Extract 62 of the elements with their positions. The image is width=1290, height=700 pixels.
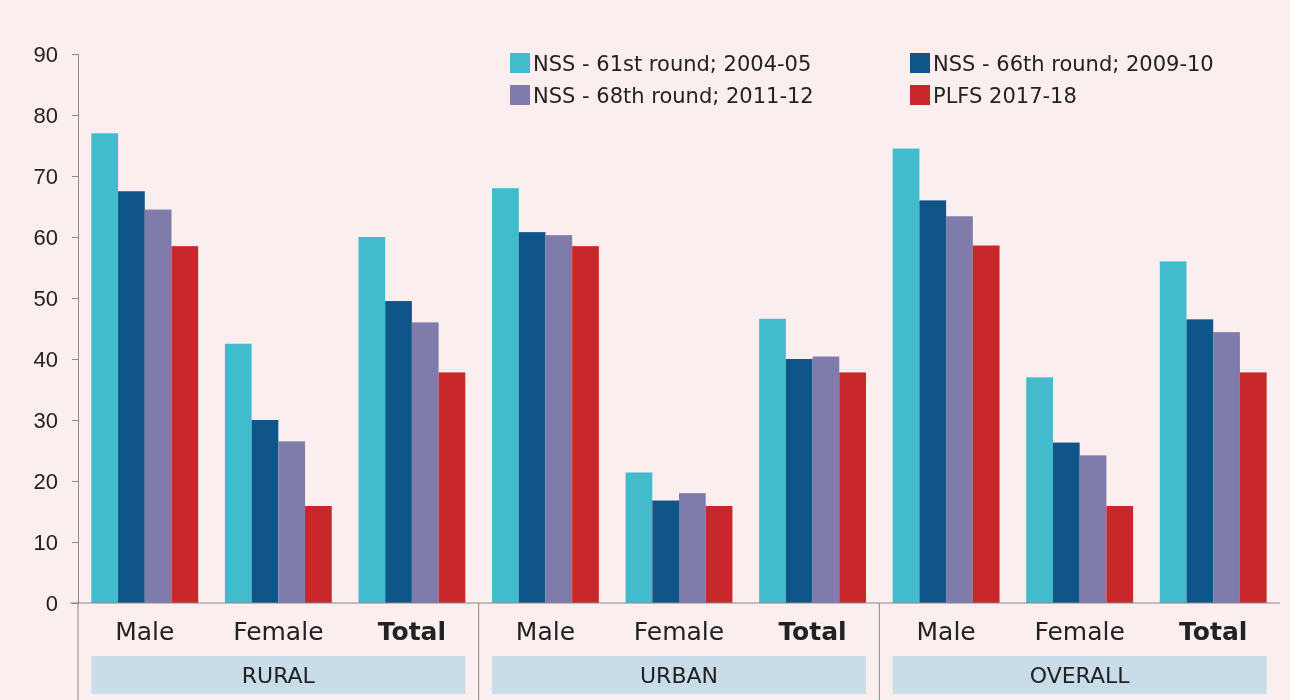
y-tick-label: 30 bbox=[33, 407, 58, 433]
x-tick-label: Male bbox=[115, 617, 175, 646]
bar bbox=[1239, 372, 1267, 603]
legend-label: PLFS 2017-18 bbox=[933, 84, 1077, 108]
bar bbox=[545, 235, 573, 603]
bar bbox=[572, 246, 599, 603]
bar bbox=[118, 191, 145, 603]
text: OVERALL bbox=[1029, 663, 1131, 688]
bar bbox=[411, 322, 439, 603]
text: RURAL bbox=[241, 663, 316, 688]
bar bbox=[518, 232, 546, 603]
bar bbox=[144, 209, 172, 603]
bar bbox=[358, 237, 386, 603]
y-tick-label: 80 bbox=[33, 102, 58, 128]
bar bbox=[492, 188, 519, 603]
bar bbox=[892, 148, 920, 603]
y-tick-label: 90 bbox=[33, 41, 58, 67]
bar bbox=[1106, 506, 1134, 603]
y-tick-label: 0 bbox=[45, 590, 58, 616]
x-tick-label: Male bbox=[515, 617, 576, 646]
bar bbox=[972, 245, 1000, 603]
bar bbox=[946, 216, 973, 603]
bar bbox=[1213, 332, 1240, 603]
x-tick-label: Female bbox=[1034, 617, 1125, 646]
bar bbox=[812, 356, 840, 603]
bar bbox=[679, 493, 706, 603]
bar bbox=[785, 359, 813, 603]
bar bbox=[652, 500, 679, 603]
bar bbox=[305, 506, 332, 603]
bar bbox=[278, 441, 306, 603]
bar bbox=[224, 343, 252, 603]
x-tick-label: Female bbox=[233, 617, 324, 646]
bar bbox=[839, 372, 866, 603]
bar bbox=[251, 420, 279, 603]
bar bbox=[705, 506, 733, 603]
bar bbox=[171, 246, 199, 603]
x-tick-label: Female bbox=[633, 617, 725, 646]
text: URBAN bbox=[640, 663, 718, 688]
legend-label: NSS - 68th round; 2011-12 bbox=[533, 84, 814, 108]
x-tick-label: Total bbox=[1179, 617, 1248, 646]
bar bbox=[919, 200, 947, 603]
bar bbox=[1079, 455, 1107, 603]
x-tick-label: Total bbox=[377, 617, 447, 646]
bar bbox=[438, 372, 466, 603]
y-tick-label: 60 bbox=[33, 224, 58, 250]
x-tick-label: Male bbox=[916, 617, 976, 646]
bar bbox=[1052, 442, 1080, 603]
bar bbox=[625, 472, 653, 603]
y-tick-label: 20 bbox=[33, 468, 58, 494]
bar bbox=[1186, 319, 1214, 603]
bar bbox=[759, 318, 786, 603]
x-tick-label: Total bbox=[778, 617, 847, 646]
bar bbox=[1159, 261, 1187, 603]
y-tick-label: 70 bbox=[33, 163, 58, 189]
legend-label: NSS - 66th round; 2009-10 bbox=[933, 52, 1214, 76]
legend-label: NSS - 61st round; 2004-05 bbox=[533, 52, 812, 76]
y-tick-label: 10 bbox=[33, 529, 58, 555]
bar bbox=[91, 133, 119, 603]
bar bbox=[1026, 377, 1053, 603]
y-tick-label: 40 bbox=[33, 346, 58, 372]
y-tick-label: 50 bbox=[33, 285, 58, 311]
bar bbox=[385, 301, 412, 603]
